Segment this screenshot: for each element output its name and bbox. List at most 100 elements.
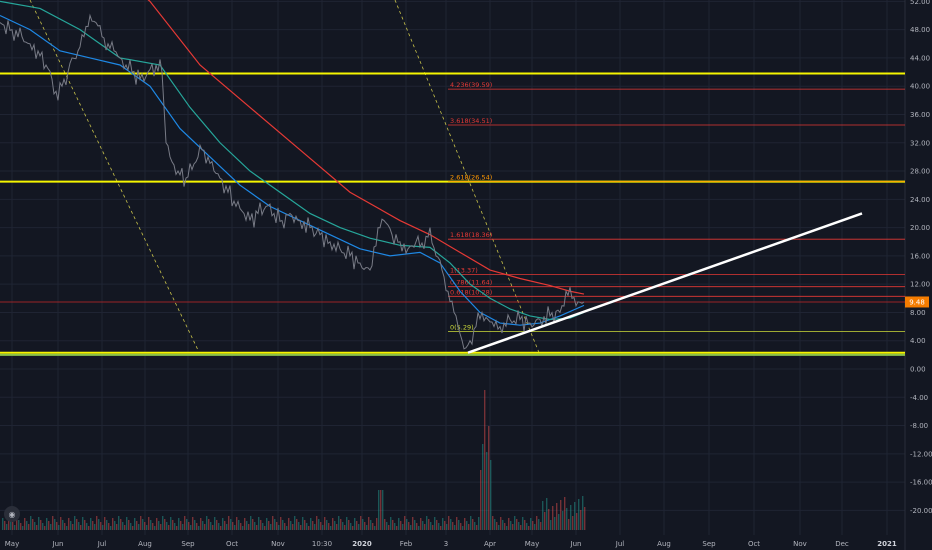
volume-bar [512, 524, 514, 530]
volume-bar [480, 470, 482, 530]
volume-bar [240, 523, 242, 530]
volume-bar [268, 521, 270, 530]
volume-bar [306, 523, 308, 530]
volume-bar [376, 518, 378, 530]
volume-bar [498, 525, 500, 530]
volume-bar [132, 526, 134, 530]
volume-bar [580, 510, 582, 530]
volume-bar [18, 520, 20, 530]
volume-bar [420, 518, 422, 530]
volume-bar [6, 524, 8, 530]
volume-bar [436, 520, 438, 530]
volume-bar [414, 520, 416, 530]
y-tick-label: -20.00 [910, 507, 932, 515]
volume-bar [526, 523, 528, 530]
price-line [0, 13, 585, 350]
volume-bar [388, 525, 390, 530]
volume-bar [520, 525, 522, 530]
volume-bar [332, 518, 334, 530]
volume-bar [166, 522, 168, 530]
volume-bar [292, 524, 294, 530]
volume-bar [298, 522, 300, 530]
volume-bar [378, 490, 380, 530]
volume-bar [366, 525, 368, 530]
volume-bar [114, 521, 116, 530]
volume-bar [546, 498, 548, 530]
x-tick-label: 2021 [877, 540, 897, 548]
volume-bar [122, 522, 124, 530]
volume-bar [20, 523, 22, 530]
volume-bar [148, 517, 150, 530]
volume-bar [502, 520, 504, 530]
volume-bar [344, 525, 346, 530]
volume-bar [348, 520, 350, 530]
volume-bar [24, 518, 26, 530]
x-axis: May Jun Jul Aug Sep Oct Nov 10:30 2020 Feb 3 Apr May… [5, 540, 897, 548]
volume-bar [220, 526, 222, 530]
y-tick-label: 48.00 [910, 26, 930, 34]
volume-bar [542, 501, 544, 530]
volume-bar [430, 522, 432, 530]
fib-level-label: 4.236(39.59) [450, 81, 492, 89]
volume-bar [104, 517, 106, 530]
volume-bar [518, 522, 520, 530]
volume-bar [572, 516, 574, 530]
volume-bar [74, 516, 76, 530]
volume-bar [76, 519, 78, 530]
volume-bar [484, 390, 486, 530]
volume-bar [328, 523, 330, 530]
volume-bar [528, 526, 530, 530]
volume-bar [264, 526, 266, 530]
trend-lines[interactable] [467, 212, 863, 354]
volume-bar [136, 521, 138, 530]
volume-bar [12, 522, 14, 530]
volume-bar [124, 525, 126, 530]
channel-line-right [394, 0, 541, 356]
volume-bar [530, 518, 532, 530]
volume-bar [384, 519, 386, 530]
support-trend-line[interactable] [467, 212, 863, 354]
volume-bar [474, 522, 476, 530]
volume-bar [372, 523, 374, 530]
volume-bar [320, 522, 322, 530]
volume-bar [426, 516, 428, 530]
volume-bar [532, 521, 534, 530]
volume-bar [334, 521, 336, 530]
volume-bar [346, 517, 348, 530]
volume-bar [564, 497, 566, 530]
x-tick-label: Aug [657, 540, 671, 548]
volume-bar [188, 522, 190, 530]
volume-bar [300, 525, 302, 530]
fib-level-label: 0.786(11.64) [450, 279, 492, 287]
volume-bar [120, 519, 122, 530]
volume-bar [84, 520, 86, 530]
x-tick-label: Jun [570, 540, 582, 548]
volume-bar [112, 518, 114, 530]
volume-bar [86, 523, 88, 530]
y-tick-label: 24.00 [910, 196, 930, 204]
volume-bar [64, 523, 66, 530]
volume-bar [478, 517, 480, 530]
volume-bar [246, 521, 248, 530]
volume-bar [342, 522, 344, 530]
volume-bar [302, 517, 304, 530]
volume-bar [490, 460, 492, 530]
volume-bar [424, 524, 426, 530]
volume-bar [450, 519, 452, 530]
volume-bar [400, 521, 402, 530]
volume-bar [236, 517, 238, 530]
volume-bar [110, 526, 112, 530]
tradingview-logo-icon[interactable]: ◉ [4, 506, 20, 522]
volume-bar [62, 520, 64, 530]
fib-level-label: 2.618(26.54) [450, 173, 492, 181]
fib-extension[interactable]: 4.236(39.59) 3.618(34.51) 2.618(26.54) 1.61… [448, 81, 905, 332]
y-tick-label: 12.00 [910, 281, 930, 289]
volume-bar [222, 518, 224, 530]
volume-bar [304, 520, 306, 530]
volume-bar [194, 520, 196, 530]
volume-bar [508, 518, 510, 530]
volume-bar [150, 520, 152, 530]
volume-bar [274, 519, 276, 530]
volume-bar [60, 517, 62, 530]
